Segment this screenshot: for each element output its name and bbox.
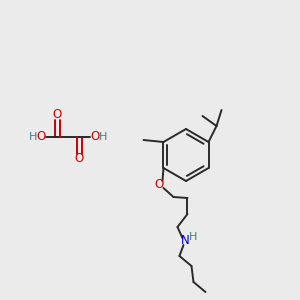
Text: O: O [74, 152, 84, 166]
Text: O: O [155, 178, 164, 190]
Text: O: O [90, 130, 100, 143]
Text: O: O [52, 109, 62, 122]
Text: O: O [36, 130, 46, 143]
Text: H: H [99, 132, 107, 142]
Text: H: H [29, 132, 37, 142]
Text: H: H [189, 232, 198, 242]
Text: N: N [181, 235, 190, 248]
